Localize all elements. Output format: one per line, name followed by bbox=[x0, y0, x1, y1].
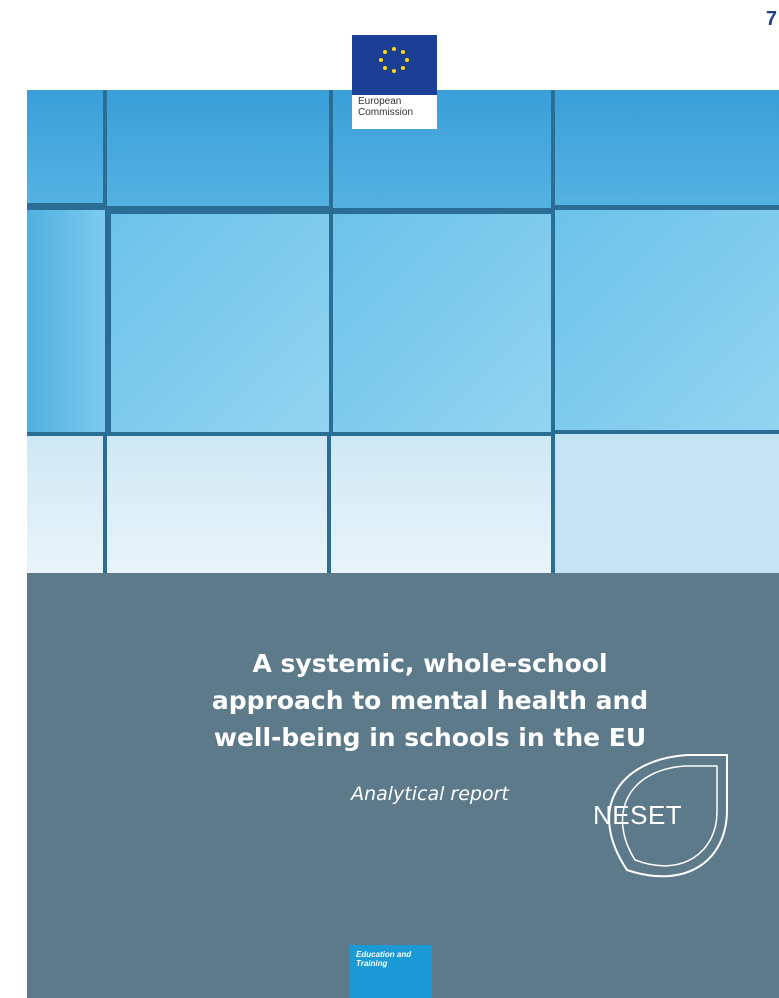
category-line: Training bbox=[356, 959, 432, 968]
page-number: 7 bbox=[766, 8, 777, 31]
badge: NESET bbox=[593, 800, 682, 831]
logo-text: European Commission bbox=[358, 96, 413, 118]
title-line: A systemic, whole-school bbox=[130, 645, 730, 682]
cover-art bbox=[27, 90, 779, 998]
logo-line: European bbox=[358, 96, 413, 107]
title-line: well-being in schools in the EU bbox=[130, 719, 730, 756]
title: A systemic, whole-school approach to men… bbox=[130, 645, 730, 756]
logo-line: Commission bbox=[358, 107, 413, 118]
category-box: Education and Training bbox=[350, 945, 432, 998]
page: {"page_number": "7", "logo": {"line1": "… bbox=[0, 0, 779, 998]
category-line: Education and bbox=[356, 950, 432, 959]
title-line: approach to mental health and bbox=[130, 682, 730, 719]
